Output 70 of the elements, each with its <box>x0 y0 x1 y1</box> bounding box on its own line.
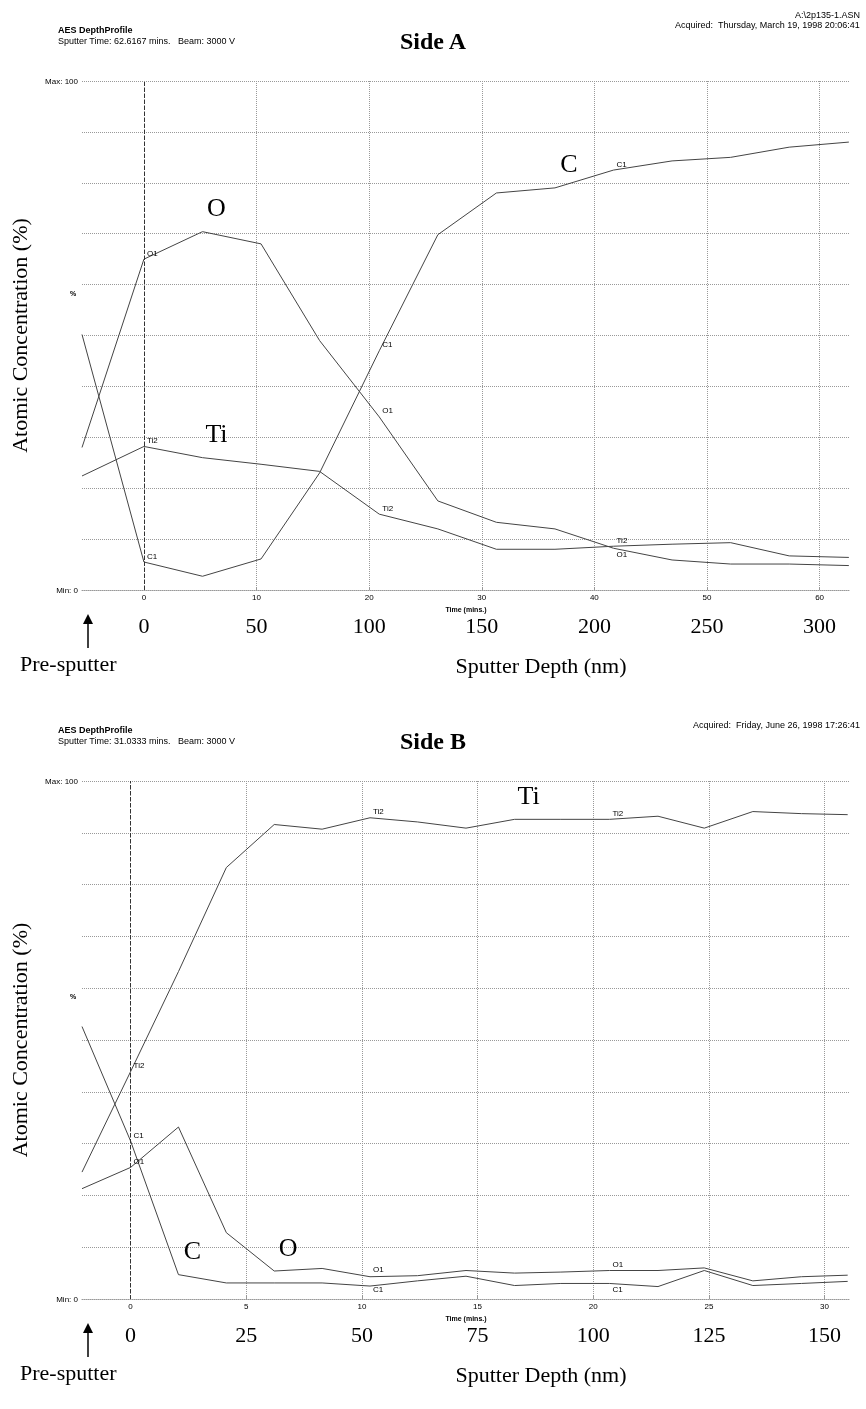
annotation: O <box>207 193 226 223</box>
x2-tick-label: 0 <box>125 1321 137 1347</box>
x2-tick-label: 300 <box>803 612 837 638</box>
annotation: O1 <box>616 549 628 559</box>
x-tick-label: 0 <box>128 1301 134 1311</box>
annotation: C1 <box>612 1284 624 1294</box>
annotation: C1 <box>373 1284 384 1294</box>
annotation: Ti2 <box>616 535 628 545</box>
x2-tick-label: 250 <box>690 612 724 638</box>
text: Sputter Time: 62.6167 mins. Beam: 3000 V <box>58 35 236 46</box>
annotation: C1 <box>133 1130 145 1140</box>
annotation: Ti <box>517 780 540 810</box>
annotation: Ti <box>205 419 228 449</box>
x2-tick-label: 0 <box>138 612 150 638</box>
x2-tick-label: 25 <box>235 1321 258 1347</box>
y-tick-label: Min: 0 <box>56 1294 79 1304</box>
annotation: C1 <box>146 551 158 561</box>
chart-subtitle: AES DepthProfile <box>58 724 133 735</box>
x-tick-label: 40 <box>589 592 600 602</box>
y-axis-title: Atomic Concentration (%) <box>6 922 32 1158</box>
annotation: C <box>183 1236 202 1266</box>
x2-tick-label: 100 <box>352 612 386 638</box>
chart-title: Side A <box>399 28 467 54</box>
x-tick-label: 10 <box>252 592 262 602</box>
x-tick-label: 25 <box>704 1301 714 1311</box>
y-tick-label: Min: 0 <box>56 585 79 595</box>
x2-axis-title: Sputter Depth (nm) <box>455 1361 627 1387</box>
annotation: O <box>278 1232 298 1262</box>
annotation: C <box>560 149 578 179</box>
annotation: Ti2 <box>373 807 385 817</box>
x-tick-label: 10 <box>357 1301 367 1311</box>
x-tick-label: 0 <box>141 592 147 602</box>
text: Pre-sputter <box>20 1359 118 1385</box>
y-axis-title: Atomic Concentration (%) <box>6 218 32 453</box>
y-tick-label: Max: 100 <box>45 776 79 786</box>
annotation: Ti2 <box>612 808 624 818</box>
chart-subtitle: AES DepthProfile <box>58 24 133 35</box>
line-series <box>81 141 850 577</box>
x2-tick-label: 125 <box>692 1321 726 1347</box>
x-tick-label: 60 <box>815 592 825 602</box>
text: Sputter Time: 31.0333 mins. Beam: 3000 V <box>58 735 236 746</box>
annotation: Ti2 <box>382 503 394 513</box>
annotation: Ti2 <box>146 435 159 445</box>
x2-axis-title: Sputter Depth (nm) <box>455 652 627 678</box>
annotation: O1 <box>133 1156 145 1166</box>
text: Pre-sputter <box>20 650 118 676</box>
annotation: O1 <box>612 1260 624 1270</box>
x2-tick-label: 150 <box>808 1321 842 1347</box>
x-tick-label: 30 <box>820 1301 830 1311</box>
y-tick-label: Max: 100 <box>45 76 79 86</box>
text: Acquired: Friday, June 26, 1998 17:26:41 <box>693 719 861 730</box>
annotation: O1 <box>373 1265 385 1275</box>
annotation: O1 <box>146 248 159 258</box>
annotation: O1 <box>382 406 394 416</box>
x2-tick-label: 50 <box>350 1321 373 1347</box>
x-tick-label: 30 <box>477 592 487 602</box>
annotation: C1 <box>616 159 628 169</box>
text: Acquired: Thursday, March 19, 1998 20:06:41 <box>675 19 860 30</box>
x-tick-label: 20 <box>588 1301 599 1311</box>
x2-tick-label: 100 <box>576 1321 610 1347</box>
annotation: Ti2 <box>133 1061 145 1071</box>
chart-title: Side B <box>399 728 467 754</box>
x-tick-label: 20 <box>364 592 375 602</box>
x-tick-label: 15 <box>473 1301 483 1311</box>
text: A:\2p135-1.ASN <box>794 9 861 20</box>
annotation: C1 <box>382 340 394 350</box>
x-tick-label: 5 <box>244 1301 250 1311</box>
x2-tick-label: 50 <box>245 612 268 638</box>
x2-tick-label: 200 <box>577 612 611 638</box>
x-tick-label: 50 <box>702 592 712 602</box>
